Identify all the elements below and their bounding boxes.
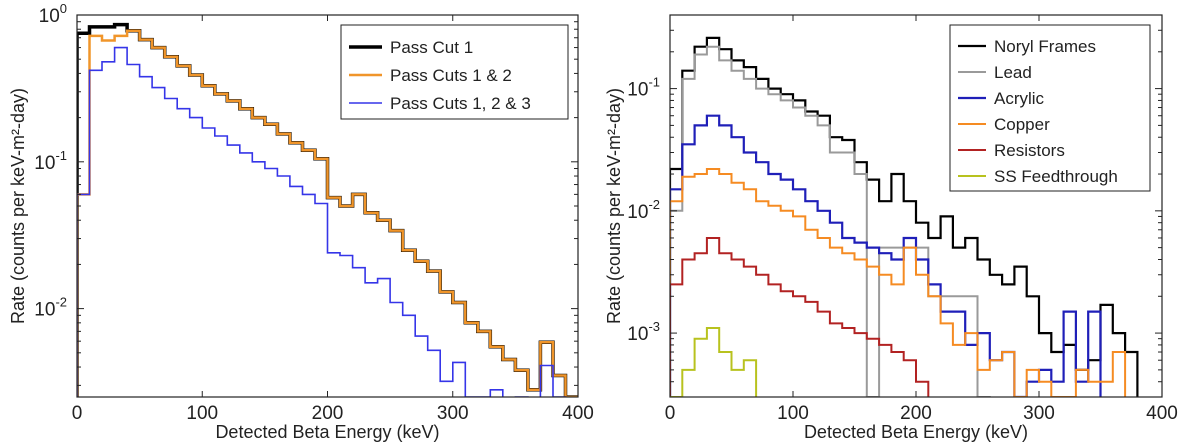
series-3-line <box>77 46 567 397</box>
series-6-line <box>670 327 758 397</box>
y-tick-exponent: -1 <box>648 75 660 90</box>
y-tick-label: 10-1 <box>627 75 660 101</box>
legend-label: Pass Cuts 1, 2 & 3 <box>390 94 531 113</box>
legend-label: Noryl Frames <box>994 37 1096 56</box>
legend-label: Resistors <box>994 141 1065 160</box>
y-tick-base: 10 <box>627 80 648 101</box>
y-tick-exponent: -1 <box>55 148 67 163</box>
series-2-line <box>670 45 991 397</box>
series-4-line <box>670 168 1127 397</box>
legend: Pass Cut 1 Pass Cuts 1 & 2 Pass Cuts 1, 2 … <box>340 24 569 120</box>
y-tick-exponent: -3 <box>648 319 660 334</box>
plot-area <box>77 22 578 397</box>
legend-label: Lead <box>994 63 1032 82</box>
x-tick-label: 400 <box>1146 403 1178 424</box>
y-tick-exponent: -2 <box>55 295 67 310</box>
legend-label: Acrylic <box>994 89 1045 108</box>
y-tick-label: 10-3 <box>627 319 660 345</box>
y-tick-base: 10 <box>34 153 55 174</box>
y-tick-label: 10-1 <box>34 148 67 174</box>
x-tick-label: 0 <box>665 403 676 424</box>
plot-area <box>670 36 1139 397</box>
legend-label: SS Feedthrough <box>994 167 1118 186</box>
y-axis-label: Rate (counts per keV-m²-day) <box>604 88 624 324</box>
x-axis-label: Detected Beta Energy (keV) <box>804 422 1028 442</box>
legend-label: Pass Cuts 1 & 2 <box>390 66 512 85</box>
legend-box <box>949 24 1151 192</box>
y-tick-label: 10-2 <box>627 197 660 223</box>
series-5-line <box>670 237 930 397</box>
x-tick-label: 300 <box>437 403 469 424</box>
x-tick-label: 100 <box>777 403 809 424</box>
x-tick-label: 300 <box>1023 403 1055 424</box>
y-tick-exponent: 0 <box>60 1 67 16</box>
x-axis-label: Detected Beta Energy (keV) <box>215 422 439 442</box>
y-tick-base: 10 <box>627 324 648 345</box>
series-3-line <box>670 114 1102 397</box>
y-tick-base: 10 <box>627 202 648 223</box>
x-tick-label: 200 <box>900 403 932 424</box>
x-tick-label: 100 <box>186 403 218 424</box>
y-tick-exponent: -2 <box>648 197 660 212</box>
y-axis-label: Rate (counts per keV-m²-day) <box>8 88 28 324</box>
legend: Noryl Frames Lead Acrylic Copper Resistors SS… <box>949 24 1151 192</box>
y-tick-label: 10-2 <box>34 295 67 321</box>
x-tick-label: 400 <box>562 403 594 424</box>
legend-label: Pass Cut 1 <box>390 38 473 57</box>
legend-label: Copper <box>994 115 1050 134</box>
series-2-line <box>77 29 578 397</box>
y-tick-base: 10 <box>34 300 55 321</box>
y-tick-base: 10 <box>39 6 60 27</box>
x-tick-label: 200 <box>312 403 344 424</box>
x-tick-label: 0 <box>72 403 83 424</box>
y-tick-label: 100 <box>39 1 67 27</box>
